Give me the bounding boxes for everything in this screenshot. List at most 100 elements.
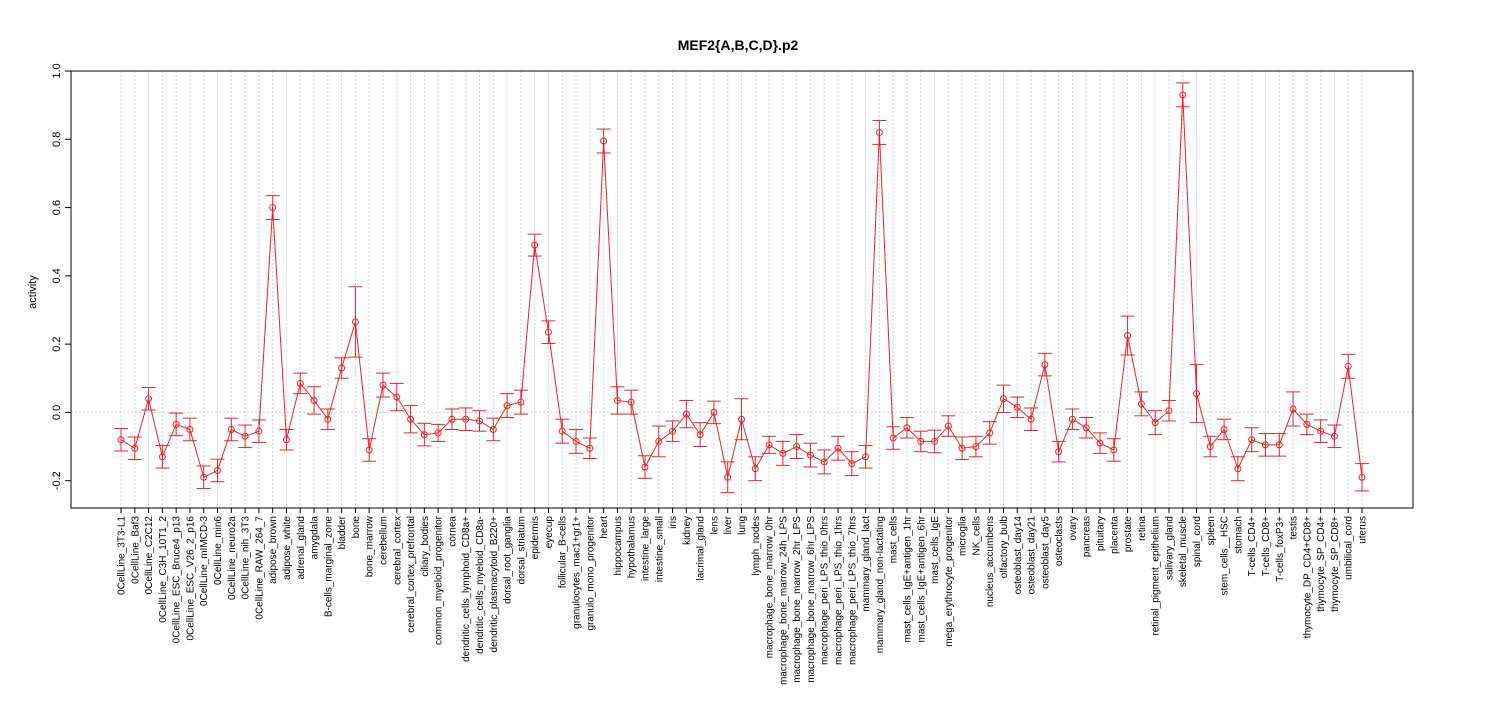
x-category-label: thymocyte_DP_CD4+CD8+ (1302, 516, 1313, 638)
data-point (972, 443, 980, 451)
data-point (931, 437, 939, 445)
y-axis: -0.2 0.0 0.2 0.4 0.6 0.8 1.0 (51, 63, 71, 490)
x-category-label: macrophage_bone_marrow_6hr_LPS (806, 516, 817, 683)
x-category-label: pituitary (1096, 516, 1107, 551)
x-category-label: microglia (958, 516, 969, 556)
data-point (600, 137, 608, 145)
data-point (1220, 425, 1228, 433)
x-category-label: epidermis (530, 516, 541, 559)
x-category-label: cerebellum (378, 516, 389, 565)
data-point (145, 395, 153, 403)
data-point (393, 393, 401, 401)
data-point (420, 431, 428, 439)
data-point (999, 395, 1007, 403)
x-category-label: liver (723, 515, 734, 534)
x-category-label: macrophage_peri_LPS_thio_0hrs (820, 516, 831, 665)
data-point (986, 429, 994, 437)
data-point (917, 437, 925, 445)
x-category-label: cornea (447, 516, 458, 547)
y-tick-label: -0.2 (51, 471, 63, 490)
x-category-label: iris (668, 516, 679, 529)
data-point (655, 437, 663, 445)
x-category-label: thymocyte_SP_CD4+ (1316, 516, 1327, 612)
data-point (407, 415, 415, 423)
data-point (1261, 441, 1269, 449)
x-category-label: macrophage_bone_marrow_24h_LPS (778, 516, 789, 685)
data-points (117, 91, 1366, 481)
data-point (324, 415, 332, 423)
data-point (586, 444, 594, 452)
data-point (903, 424, 911, 432)
x-category-label: common_myeloid_progenitor (434, 515, 445, 645)
x-axis-category-labels: 0CellLine_3T3-L1 0CellLine_Baf3 0CellLine_… (117, 508, 1369, 685)
data-point (1303, 420, 1311, 428)
data-point (1151, 419, 1159, 427)
y-tick-label: 0.8 (51, 132, 63, 147)
x-category-label: osteoblast_day14 (1013, 516, 1024, 595)
x-category-label: bone_marrow (365, 515, 376, 577)
x-category-label: umbilical_cord (1344, 516, 1355, 580)
data-point (1013, 403, 1021, 411)
x-category-label: macrophage_bone_marrow_0hr (765, 515, 776, 658)
gridlines (120, 71, 1363, 508)
x-category-label: osteoblast_day21 (1027, 516, 1038, 595)
x-category-label: ovary (1068, 516, 1079, 540)
data-point (1096, 439, 1104, 447)
data-point (296, 379, 304, 387)
x-category-label: mast_cells_IgE+antigen_1hr (902, 515, 913, 642)
x-category-label: pancreas (1082, 516, 1093, 557)
x-category-label: stomach (1233, 516, 1244, 554)
data-point (627, 398, 635, 406)
x-category-label: 0CellLine_min6 (213, 516, 224, 585)
error-bars (114, 82, 1369, 494)
x-category-label: adipose_white (282, 516, 293, 580)
data-point (572, 437, 580, 445)
data-point (641, 463, 649, 471)
data-point (338, 364, 346, 372)
x-category-label: osteoclasts (1054, 516, 1065, 566)
data-point (1358, 473, 1366, 481)
x-category-label: spleen (1206, 516, 1217, 545)
x-category-label: osteoblast_day5 (1040, 516, 1051, 589)
x-category-label: macrophage_peri_LPS_thio_1hrs (834, 516, 845, 665)
x-category-label: bone (351, 516, 362, 539)
data-point (227, 425, 235, 433)
x-category-label: placenta (1109, 516, 1120, 554)
data-point (379, 381, 387, 389)
x-category-label: 0CellLine_Baf3 (130, 516, 141, 584)
x-category-label: granulocytes_mac1+gr1+ (572, 516, 583, 629)
x-category-label: mast_cells (889, 516, 900, 563)
data-point (1124, 332, 1132, 340)
data-point (489, 425, 497, 433)
x-category-label: mega_erythrocyte_progenitor (944, 515, 955, 646)
data-point (365, 446, 373, 454)
x-category-label: amygdala (310, 516, 321, 560)
x-category-label: salivary_gland (1164, 516, 1175, 580)
x-category-label: 0CellLine_neuro2a (227, 516, 238, 600)
x-category-label: B-cells_marginal_zone (323, 516, 334, 618)
x-category-label: dorsal_striatum (516, 516, 527, 584)
data-point (765, 441, 773, 449)
data-point (1179, 91, 1187, 99)
x-category-label: 0CellLine_ESC_Bruce4_p13 (172, 516, 183, 644)
data-point (958, 444, 966, 452)
data-point (710, 408, 718, 416)
x-category-label: prostate (1123, 516, 1134, 553)
data-point (669, 427, 677, 435)
x-category-label: mast_cells_IgE+antigen_6hr (916, 515, 927, 642)
x-category-label: kidney (682, 516, 693, 545)
data-point (158, 453, 166, 461)
x-category-label: dendritic_cells_myeloid_CD8a- (475, 516, 486, 654)
x-category-label: NK_cells (971, 516, 982, 555)
x-category-label: hypothalamus (627, 516, 638, 578)
x-category-label: cerebral_cortex (392, 516, 403, 585)
data-point (738, 415, 745, 423)
x-category-label: retina (1137, 516, 1148, 541)
x-category-label: lacrimal_gland (696, 516, 707, 580)
x-category-label: nucleus_accumbens (985, 516, 996, 607)
x-category-label: spinal_cord (1192, 516, 1203, 567)
data-point (682, 410, 690, 418)
x-category-label: olfactory_bulb (999, 516, 1010, 579)
data-point (889, 434, 897, 442)
data-point (848, 460, 856, 468)
